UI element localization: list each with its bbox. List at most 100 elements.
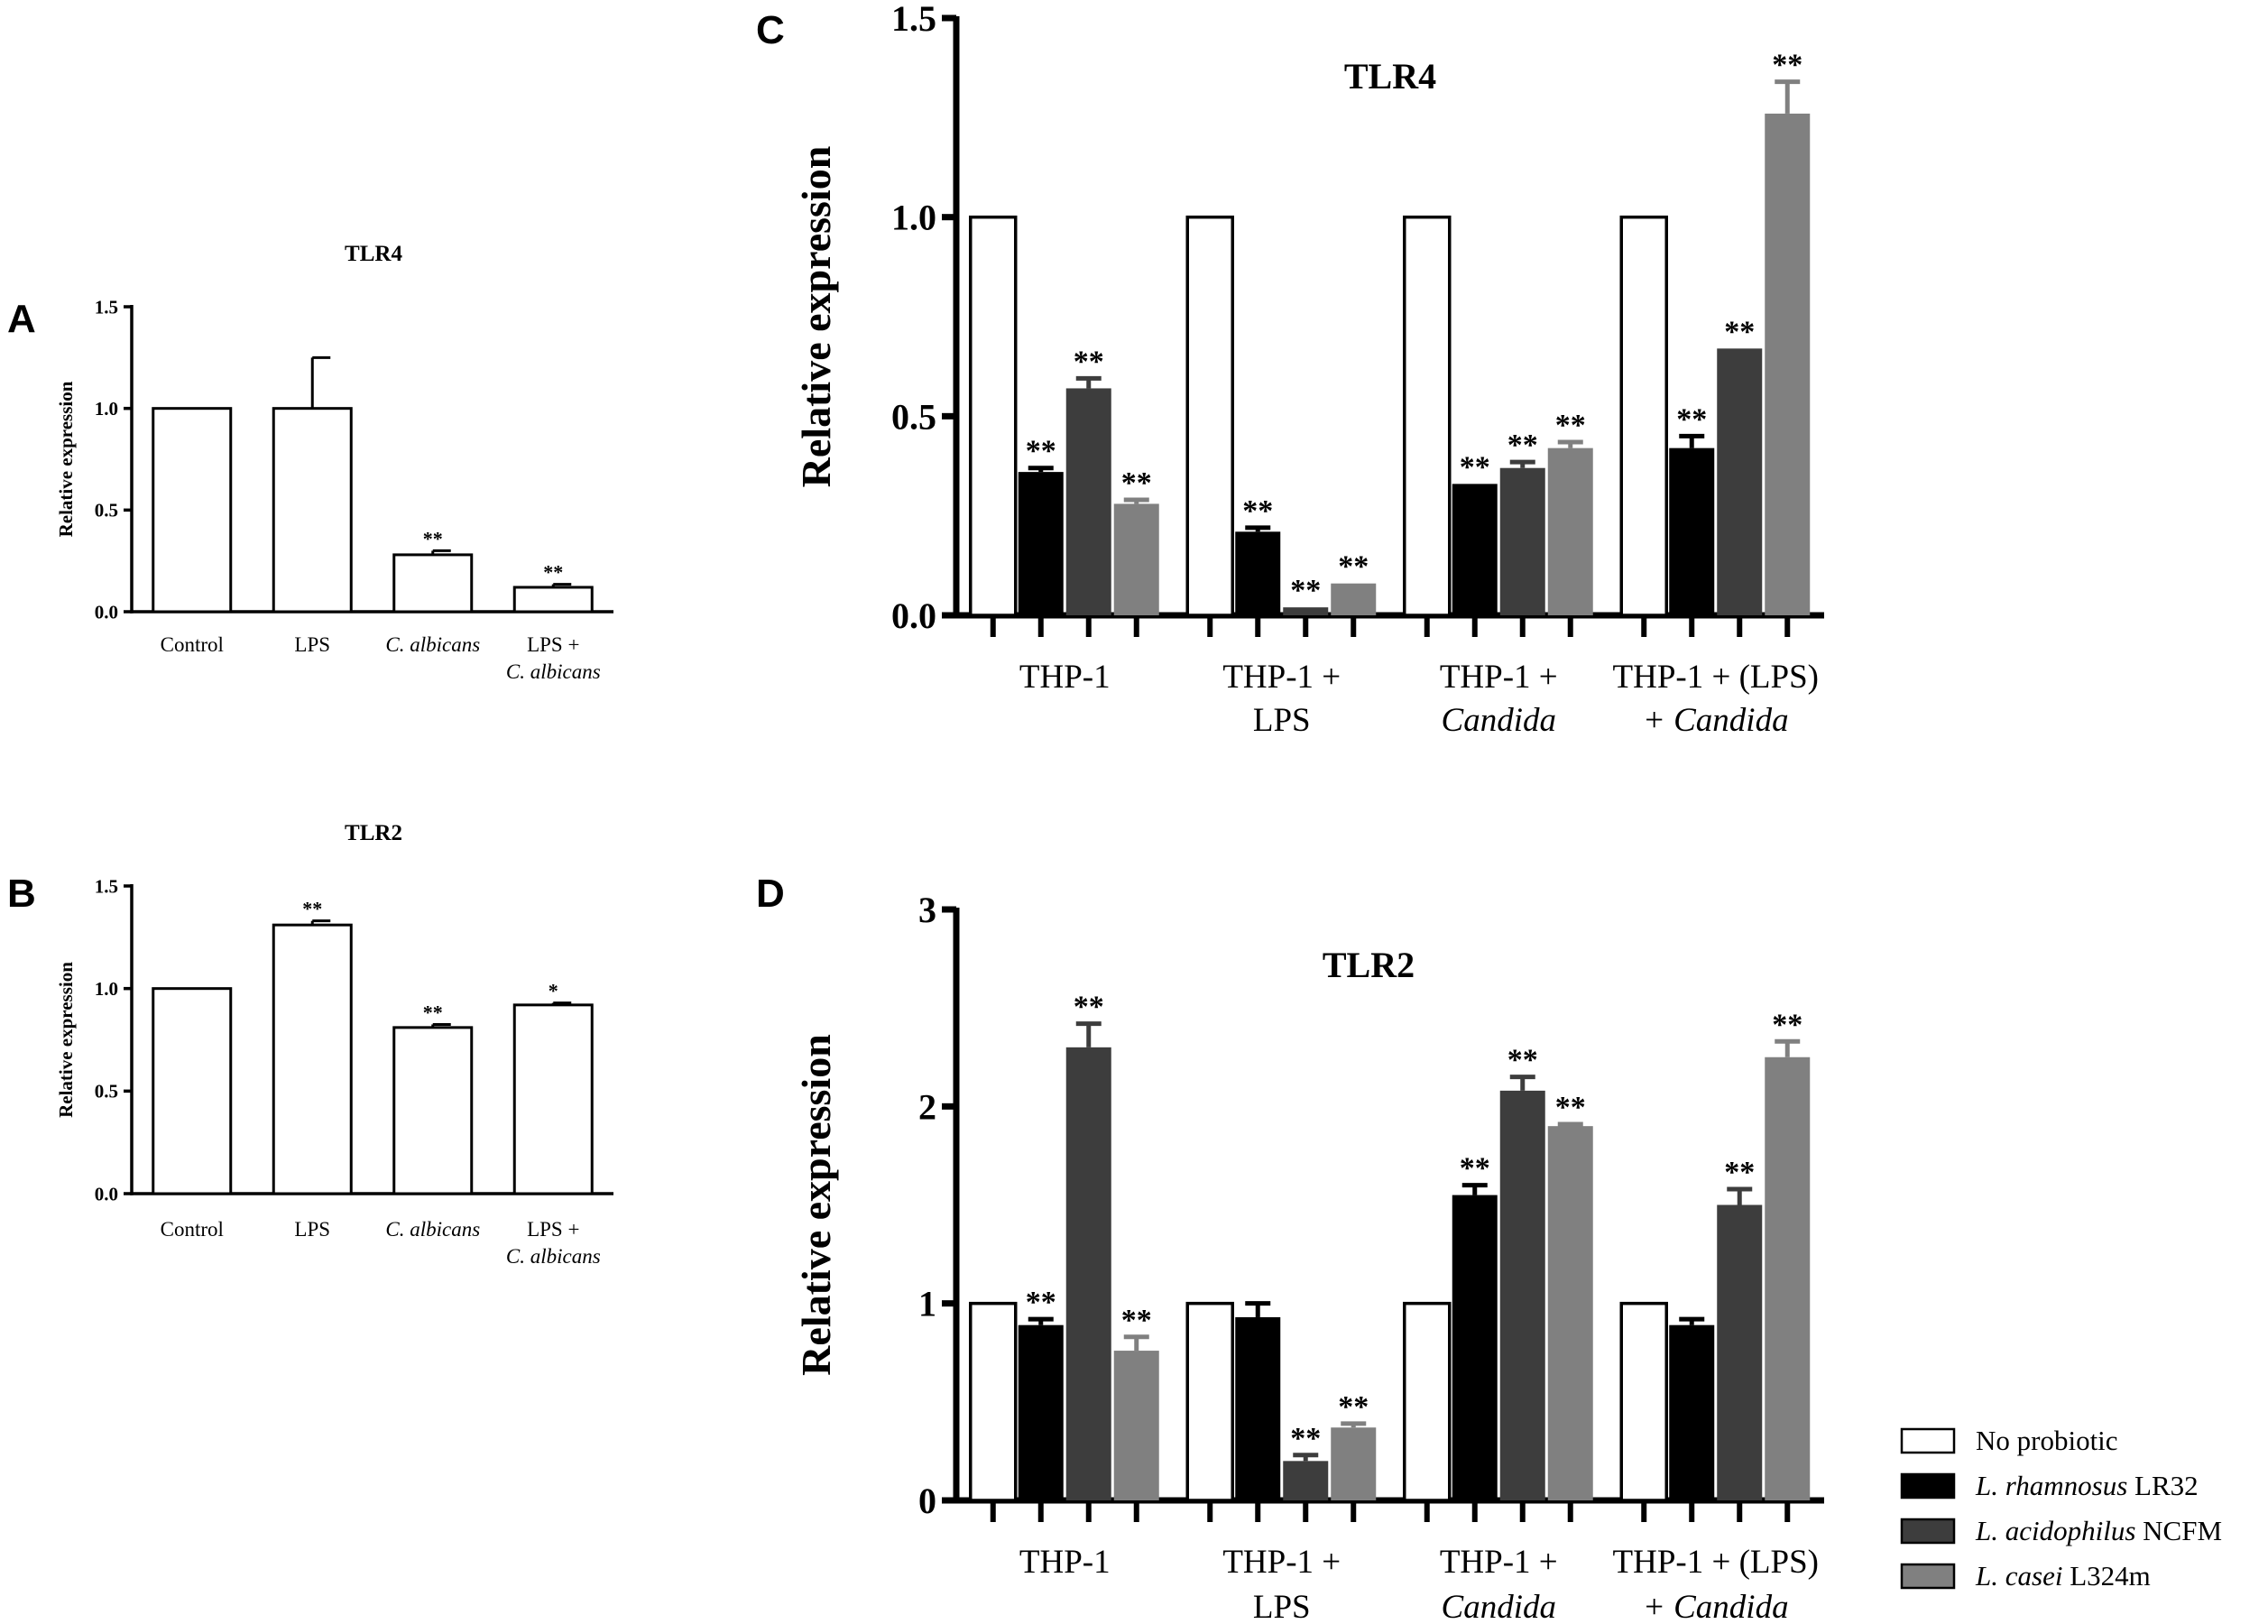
y-tick-label: 1.5 (95, 875, 118, 897)
category-label: LPS (294, 1218, 330, 1241)
significance-marker: ** (1460, 1152, 1490, 1186)
y-tick-label: 0.0 (95, 1183, 118, 1204)
chart-d: TLR2 Relative expression 0 1 2 3 ** ** ** ** ** ** *… (793, 890, 1824, 1624)
category-label: THP-1 + (LPS) (1613, 659, 1820, 696)
y-tick-label: 1.0 (95, 398, 118, 420)
bar-l-acidophilus-ncfm (1717, 348, 1763, 615)
significance-marker: ** (423, 527, 443, 549)
category-label: Candida (1442, 1589, 1556, 1624)
significance-marker: ** (1772, 1008, 1802, 1041)
bar (392, 1026, 474, 1195)
chart-title: TLR4 (1344, 56, 1436, 97)
bar-no-probiotic (1185, 1301, 1234, 1502)
bar-l-casei-l324m (1331, 583, 1377, 615)
category-label: C. albicans (385, 633, 480, 656)
bar-l-rhamnosus-lr32 (1452, 484, 1498, 615)
bar-l-casei-l324m (1547, 1126, 1593, 1500)
bar-l-rhamnosus-lr32 (1235, 1316, 1281, 1500)
bar-no-probiotic (1185, 215, 1234, 617)
bar-l-acidophilus-ncfm (1065, 1047, 1111, 1500)
panel-letter-d: D (756, 872, 785, 916)
category-label: Candida (1442, 702, 1556, 739)
bar-l-rhamnosus-lr32 (1235, 531, 1281, 615)
bar (152, 407, 233, 614)
bar-l-rhamnosus-lr32 (1669, 448, 1715, 615)
bar-l-acidophilus-ncfm (1065, 388, 1111, 615)
significance-marker: ** (1338, 550, 1369, 584)
category-label: + Candida (1643, 1589, 1789, 1624)
chart-c: TLR4 Relative expression 0.0 0.5 1.0 1.5 ** ** *… (793, 0, 1824, 739)
bar-l-rhamnosus-lr32 (1018, 1324, 1064, 1500)
bar-l-acidophilus-ncfm (1283, 1461, 1329, 1500)
significance-marker: ** (1242, 494, 1273, 528)
significance-marker: ** (1676, 402, 1707, 436)
significance-marker: ** (1074, 991, 1104, 1024)
bar-no-probiotic (969, 215, 1018, 617)
bar-l-rhamnosus-lr32 (1018, 472, 1064, 615)
y-tick-label: 0.5 (95, 500, 118, 521)
bar-l-acidophilus-ncfm (1283, 607, 1329, 615)
y-tick-label: 0.0 (95, 601, 118, 623)
category-label: LPS + (527, 633, 579, 656)
bar-l-rhamnosus-lr32 (1452, 1195, 1498, 1500)
legend-swatch-l-casei (1900, 1563, 1956, 1590)
category-label: + Candida (1643, 702, 1789, 739)
significance-marker: ** (1724, 315, 1755, 348)
significance-marker: * (549, 980, 558, 1002)
bar-no-probiotic (1619, 215, 1668, 617)
y-tick-label: 1.0 (95, 978, 118, 1000)
bar-l-casei-l324m (1765, 113, 1811, 616)
y-tick-label: 0.5 (95, 1081, 118, 1103)
category-label: LPS + (527, 1218, 579, 1241)
category-label: C. albicans (385, 1218, 480, 1241)
category-label: THP-1 + (1440, 1544, 1558, 1581)
bar-l-acidophilus-ncfm (1717, 1204, 1763, 1500)
legend: No probiotic L. rhamnosus LR32 L. acidop… (1900, 1425, 2222, 1592)
category-label: THP-1 (1019, 659, 1111, 696)
legend-label-no-probiotic: No probiotic (1976, 1425, 2118, 1456)
category-label: THP-1 + (1222, 659, 1341, 696)
significance-marker: ** (1290, 574, 1321, 607)
bar (512, 586, 594, 614)
significance-marker: ** (1338, 1390, 1369, 1424)
category-label: C. albicans (506, 660, 601, 683)
panel-letter-b: B (7, 872, 36, 916)
significance-marker: ** (302, 898, 322, 920)
category-label: LPS (1253, 702, 1311, 739)
legend-label-l-acidophilus: L. acidophilus NCFM (1975, 1515, 2222, 1546)
legend-swatch-no-probiotic (1900, 1427, 1956, 1454)
bar-l-casei-l324m (1765, 1057, 1811, 1500)
y-tick-label: 1.5 (891, 0, 936, 39)
legend-label-l-casei: L. casei L324m (1975, 1560, 2151, 1592)
significance-marker: ** (1121, 466, 1152, 500)
legend-label-l-rhamnosus: L. rhamnosus LR32 (1975, 1470, 2199, 1501)
y-axis-label: Relative expression (55, 381, 77, 537)
category-label: THP-1 + (1440, 659, 1558, 696)
bar (512, 1003, 594, 1195)
y-axis-label: Relative expression (55, 962, 77, 1118)
y-tick-label: 0.0 (891, 595, 936, 636)
bar (272, 407, 353, 614)
category-label: THP-1 (1019, 1544, 1111, 1581)
category-label: C. albicans (506, 1245, 601, 1268)
y-tick-label: 0 (918, 1481, 936, 1521)
y-axis-label: Relative expression (793, 1034, 839, 1376)
significance-marker: ** (1507, 429, 1538, 462)
category-label: THP-1 + (1222, 1544, 1341, 1581)
chart-title: TLR2 (1323, 945, 1415, 985)
category-label: Control (161, 1218, 224, 1241)
y-axis-label: Relative expression (793, 146, 839, 488)
chart-title: TLR2 (345, 821, 402, 845)
significance-marker: ** (1290, 1422, 1321, 1455)
y-tick-label: 1.5 (95, 296, 118, 318)
significance-marker: ** (1555, 1091, 1586, 1124)
bar-l-casei-l324m (1113, 503, 1159, 615)
significance-marker: ** (1026, 1286, 1056, 1319)
bar-no-probiotic (1619, 1301, 1668, 1502)
category-label: Control (161, 633, 224, 656)
y-tick-label: 0.5 (891, 396, 936, 437)
bar-no-probiotic (1403, 1301, 1452, 1502)
chart-a: TLR4 Relative expression 0.0 0.5 1.0 1.5 ** ** C… (55, 242, 613, 683)
